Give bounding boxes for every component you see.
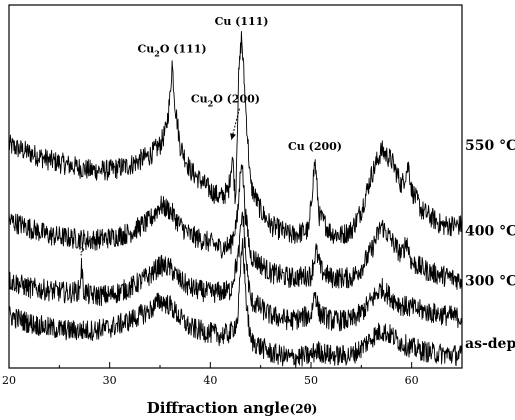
- x-axis-title-main: Diffraction angle: [147, 399, 290, 417]
- series-label: as-dep: [465, 336, 515, 352]
- annotation-arrow-line: [230, 108, 240, 140]
- plot-frame: [8, 4, 463, 369]
- peak-label: Cu2O (200): [191, 93, 260, 109]
- x-axis-title-suffix: (2θ): [290, 402, 318, 416]
- x-tick-label: 60: [405, 374, 419, 387]
- series-trace-1: [8, 164, 463, 290]
- x-tick-label: 20: [2, 374, 16, 387]
- x-tick-label: 50: [304, 374, 318, 387]
- series-trace-0: [8, 30, 463, 245]
- x-tick-label: 40: [203, 374, 217, 387]
- series-label: 400 °C: [465, 223, 515, 239]
- unknown-peak-label: ?: [79, 245, 85, 258]
- series-trace-3: [8, 238, 463, 368]
- peak-label: Cu (200): [288, 140, 342, 153]
- series-trace-2: [8, 211, 463, 332]
- peak-label: Cu (111): [215, 15, 269, 28]
- series-label: 300 °C: [465, 273, 515, 289]
- x-axis-title: Diffraction angle(2θ): [147, 399, 318, 417]
- series-label: 550 °C: [465, 138, 515, 154]
- peak-label: Cu2O (111): [138, 43, 207, 59]
- annotation-arrow-head: [230, 133, 236, 140]
- x-tick-label: 30: [103, 374, 117, 387]
